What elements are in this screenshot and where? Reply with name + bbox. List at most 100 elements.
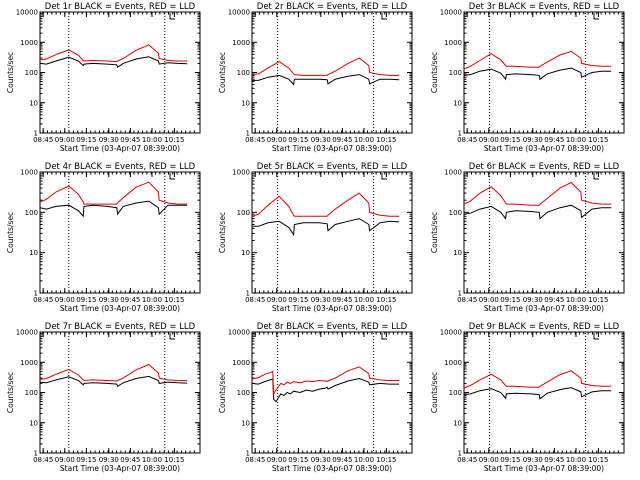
y-tick-label: 100 xyxy=(25,69,38,77)
events-series-line xyxy=(39,56,188,68)
x-tick-label: 09:00 xyxy=(479,296,499,304)
x-tick-label: 09:30 xyxy=(523,136,543,144)
x-tick-label: 09:45 xyxy=(332,456,352,464)
x-axis-label: Start Time (03-Apr-07 08:39:00) xyxy=(60,464,180,473)
x-tick-label: 10:00 xyxy=(566,136,586,144)
x-tick-label: 09:15 xyxy=(76,136,96,144)
x-tick-label: 10:15 xyxy=(588,136,608,144)
x-axis-label: Start Time (03-Apr-07 08:39:00) xyxy=(484,304,604,313)
x-tick-label: 09:30 xyxy=(311,296,331,304)
x-tick-label: 10:00 xyxy=(142,456,162,464)
y-tick-label: 1000 xyxy=(20,169,38,177)
y-tick-label: 1 xyxy=(246,130,250,138)
corner-marker xyxy=(593,13,599,20)
x-tick-label: 09:45 xyxy=(332,136,352,144)
y-tick-label: 10 xyxy=(453,419,462,427)
x-tick-label: 09:00 xyxy=(55,136,75,144)
y-tick-label: 1 xyxy=(458,130,462,138)
x-axis-label: Start Time (03-Apr-07 08:39:00) xyxy=(484,464,604,473)
x-axis-label: Start Time (03-Apr-07 08:39:00) xyxy=(484,144,604,153)
events-series-line xyxy=(463,387,612,400)
y-tick-label: 1 xyxy=(34,130,38,138)
x-tick-label: 09:15 xyxy=(288,456,308,464)
y-axis-label: Counts/sec xyxy=(430,212,439,253)
x-tick-label: 09:45 xyxy=(120,136,140,144)
x-tick-label: 09:45 xyxy=(544,136,564,144)
x-tick-label: 08:45 xyxy=(457,456,477,464)
y-tick-label: 1000 xyxy=(444,359,462,367)
x-tick-label: 08:45 xyxy=(245,136,265,144)
plot-frame xyxy=(39,171,201,294)
y-axis-label: Counts/sec xyxy=(218,52,227,93)
x-tick-label: 09:00 xyxy=(267,136,287,144)
x-tick-label: 09:30 xyxy=(311,136,331,144)
lld-series-line xyxy=(251,192,400,217)
y-axis-label: Counts/sec xyxy=(6,52,15,93)
corner-marker xyxy=(169,333,175,340)
y-tick-label: 100 xyxy=(449,209,462,217)
x-tick-label: 09:15 xyxy=(288,296,308,304)
x-tick-label: 10:00 xyxy=(354,296,374,304)
detector-panel-7: Det 7r BLACK = Events, RED = LLD Start Ti… xyxy=(6,322,201,473)
lld-series-line xyxy=(39,44,188,63)
x-tick-label: 09:15 xyxy=(76,296,96,304)
x-tick-label: 10:00 xyxy=(566,456,586,464)
y-tick-label: 1000 xyxy=(232,359,250,367)
lld-series-line xyxy=(251,366,400,396)
events-series-line xyxy=(463,67,612,81)
x-tick-label: 09:00 xyxy=(479,136,499,144)
y-axis-label: Counts/sec xyxy=(218,212,227,253)
detector-panel-2: Det 2r BLACK = Events, RED = LLD Start Ti… xyxy=(218,2,413,153)
x-tick-label: 10:15 xyxy=(376,456,396,464)
x-tick-label: 09:00 xyxy=(55,296,75,304)
y-tick-label: 100 xyxy=(449,389,462,397)
y-tick-label: 10 xyxy=(29,419,38,427)
x-tick-label: 10:15 xyxy=(376,136,396,144)
x-tick-label: 09:45 xyxy=(332,296,352,304)
y-tick-label: 100 xyxy=(449,69,462,77)
y-tick-label: 10 xyxy=(29,99,38,107)
x-tick-label: 10:15 xyxy=(164,136,184,144)
y-axis-label: Counts/sec xyxy=(218,372,227,413)
corner-marker xyxy=(381,13,387,20)
x-tick-label: 10:15 xyxy=(164,296,184,304)
corner-marker xyxy=(169,13,175,20)
corner-marker xyxy=(593,173,599,180)
plot-frame xyxy=(251,171,413,294)
x-tick-label: 09:00 xyxy=(55,456,75,464)
y-axis-label: Counts/sec xyxy=(430,52,439,93)
x-tick-label: 09:00 xyxy=(479,456,499,464)
x-axis-label: Start Time (03-Apr-07 08:39:00) xyxy=(60,144,180,153)
y-axis-label: Counts/sec xyxy=(6,212,15,253)
x-tick-label: 10:00 xyxy=(566,296,586,304)
x-tick-label: 10:15 xyxy=(588,456,608,464)
events-series-line xyxy=(463,204,612,220)
x-tick-label: 09:15 xyxy=(500,296,520,304)
lld-series-line xyxy=(463,181,612,206)
x-axis-label: Start Time (03-Apr-07 08:39:00) xyxy=(60,304,180,313)
x-tick-label: 09:30 xyxy=(99,136,119,144)
panel-title: Det 7r BLACK = Events, RED = LLD xyxy=(45,322,196,332)
x-tick-label: 10:15 xyxy=(164,456,184,464)
corner-marker xyxy=(381,333,387,340)
lld-series-line xyxy=(39,363,188,382)
y-tick-label: 1 xyxy=(34,450,38,458)
y-tick-label: 10000 xyxy=(228,329,250,337)
lld-series-line xyxy=(463,50,612,70)
lld-series-line xyxy=(39,181,188,205)
x-tick-label: 08:45 xyxy=(33,456,53,464)
panel-title: Det 2r BLACK = Events, RED = LLD xyxy=(257,2,408,12)
y-tick-label: 100 xyxy=(25,389,38,397)
x-tick-label: 09:45 xyxy=(544,296,564,304)
detector-panel-9: Det 9r BLACK = Events, RED = LLD Start Ti… xyxy=(430,322,625,473)
y-axis-label: Counts/sec xyxy=(430,372,439,413)
x-tick-label: 09:15 xyxy=(500,136,520,144)
x-tick-label: 09:30 xyxy=(523,296,543,304)
y-axis-label: Counts/sec xyxy=(6,372,15,413)
y-tick-label: 10 xyxy=(29,249,38,257)
x-tick-label: 09:15 xyxy=(288,136,308,144)
panel-title: Det 6r BLACK = Events, RED = LLD xyxy=(469,162,620,172)
x-tick-label: 10:00 xyxy=(354,136,374,144)
x-tick-label: 10:15 xyxy=(588,296,608,304)
